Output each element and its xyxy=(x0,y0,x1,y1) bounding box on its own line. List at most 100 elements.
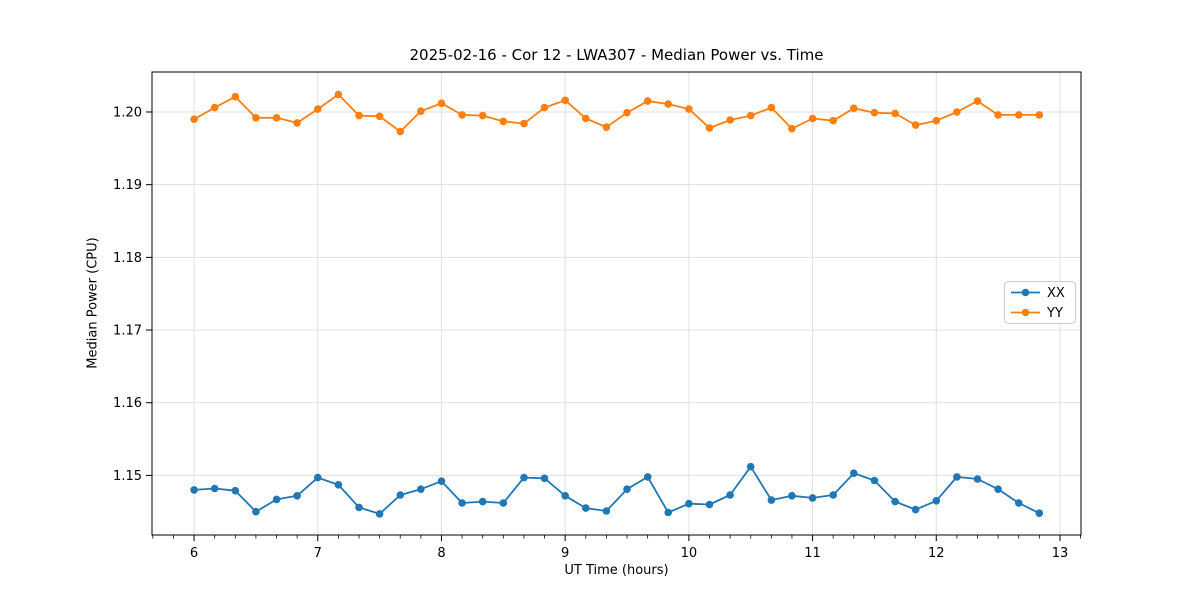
series-xx-point xyxy=(520,473,528,482)
legend-label-xx: XX xyxy=(1047,286,1065,301)
y-tick-label: 1.19 xyxy=(113,178,142,193)
series-yy-point xyxy=(375,112,384,121)
series-yy-point xyxy=(210,103,219,112)
series-xx-point xyxy=(210,484,219,493)
series-yy-point xyxy=(272,114,281,122)
y-tick-label: 1.18 xyxy=(113,251,142,266)
series-xx-point xyxy=(891,497,899,506)
series-yy-point xyxy=(891,109,899,118)
series-xx-line xyxy=(194,465,1040,515)
series-yy-point xyxy=(664,100,672,108)
series-yy-point xyxy=(561,96,569,105)
series-xx-point xyxy=(623,485,631,494)
series-xx-point xyxy=(375,510,384,518)
series-xx-point xyxy=(272,495,281,504)
series-yy-point xyxy=(355,111,363,120)
series-xx-point xyxy=(314,473,322,482)
series-yy-point xyxy=(458,111,466,119)
series-yy-point xyxy=(252,114,260,122)
series-xx-point xyxy=(602,507,611,515)
series-yy-point xyxy=(540,103,549,112)
series-yy-point xyxy=(478,111,487,120)
legend-label-yy: YY xyxy=(1046,306,1063,321)
y-tick-label: 1.20 xyxy=(113,105,142,120)
x-tick-label: 8 xyxy=(437,546,445,561)
series-xx-point xyxy=(746,462,755,471)
series-yy-point xyxy=(293,119,301,127)
series-xx-point xyxy=(231,486,240,495)
series-yy-point xyxy=(520,119,528,128)
series-yy-point xyxy=(437,99,446,108)
series-xx-point xyxy=(355,503,363,512)
series-xx-point xyxy=(417,485,425,494)
series-yy-point xyxy=(643,97,652,105)
series-yy-point xyxy=(870,108,879,117)
series-xx-point xyxy=(932,497,941,505)
series-xx-point xyxy=(499,499,508,507)
series-xx-point xyxy=(458,499,466,507)
series-yy-point xyxy=(705,124,714,132)
series-yy-point xyxy=(953,108,961,116)
series-xx-point xyxy=(685,499,693,508)
series-xx-point xyxy=(1015,499,1023,507)
series-xx-point xyxy=(561,492,569,500)
series-yy-point xyxy=(417,107,425,115)
series-yy-point xyxy=(314,105,322,113)
series-xx-point xyxy=(540,474,549,483)
x-tick-label: 13 xyxy=(1052,546,1069,561)
series-xx-point xyxy=(643,473,652,481)
x-tick-label: 10 xyxy=(681,546,698,561)
series-yy-point xyxy=(623,108,631,117)
series-yy-point xyxy=(850,104,858,113)
series-xx-point xyxy=(1035,509,1044,517)
series-xx-point xyxy=(994,485,1002,494)
series-yy-point xyxy=(602,123,611,131)
series-xx-point xyxy=(396,491,405,499)
series-yy-point xyxy=(788,124,796,133)
series-xx-point xyxy=(478,497,487,506)
series-xx-point xyxy=(788,492,796,500)
series-xx-point xyxy=(582,504,590,512)
x-tick-label: 7 xyxy=(314,546,322,561)
series-yy-point xyxy=(499,117,508,126)
x-tick-label: 11 xyxy=(804,546,821,561)
x-tick-label: 9 xyxy=(561,546,569,561)
series-yy-point xyxy=(1015,111,1023,119)
series-xx-point xyxy=(664,508,672,517)
series-yy-point xyxy=(746,111,755,120)
series-yy-point xyxy=(994,111,1002,119)
series-xx-point xyxy=(870,476,879,485)
series-xx-point xyxy=(829,491,837,499)
y-tick-label: 1.15 xyxy=(113,469,142,484)
series-xx-point xyxy=(726,491,734,499)
series-yy-point xyxy=(808,114,817,123)
series-yy-point xyxy=(334,90,343,99)
chart-title: 2025-02-16 - Cor 12 - LWA307 - Median Po… xyxy=(409,46,824,64)
legend-marker-xx xyxy=(1021,288,1030,297)
series-yy-point xyxy=(190,115,198,123)
series-yy-line xyxy=(193,93,1040,133)
series-xx-point xyxy=(808,494,817,502)
series-yy-point xyxy=(231,92,240,101)
x-tick-label: 12 xyxy=(928,546,945,561)
series-xx-point xyxy=(190,486,198,494)
y-axis-label: Median Power (CPU) xyxy=(85,237,101,369)
series-xx-point xyxy=(953,473,961,481)
series-yy-point xyxy=(582,114,590,123)
series-xx-point xyxy=(850,469,858,478)
series-xx-point xyxy=(252,507,260,516)
series-xx-point xyxy=(705,500,714,509)
series-xx-point xyxy=(293,492,301,500)
series-yy-point xyxy=(911,121,920,129)
series-yy-point xyxy=(932,116,941,125)
plot-border xyxy=(151,71,1082,536)
series-xx-point xyxy=(334,481,343,489)
x-axis-label: UT Time (hours) xyxy=(564,563,669,578)
series-yy-point xyxy=(726,116,734,124)
series-xx-point xyxy=(767,496,776,504)
series-xx-point xyxy=(973,475,982,483)
series-yy-point xyxy=(767,103,776,112)
series-yy-point xyxy=(829,116,837,125)
